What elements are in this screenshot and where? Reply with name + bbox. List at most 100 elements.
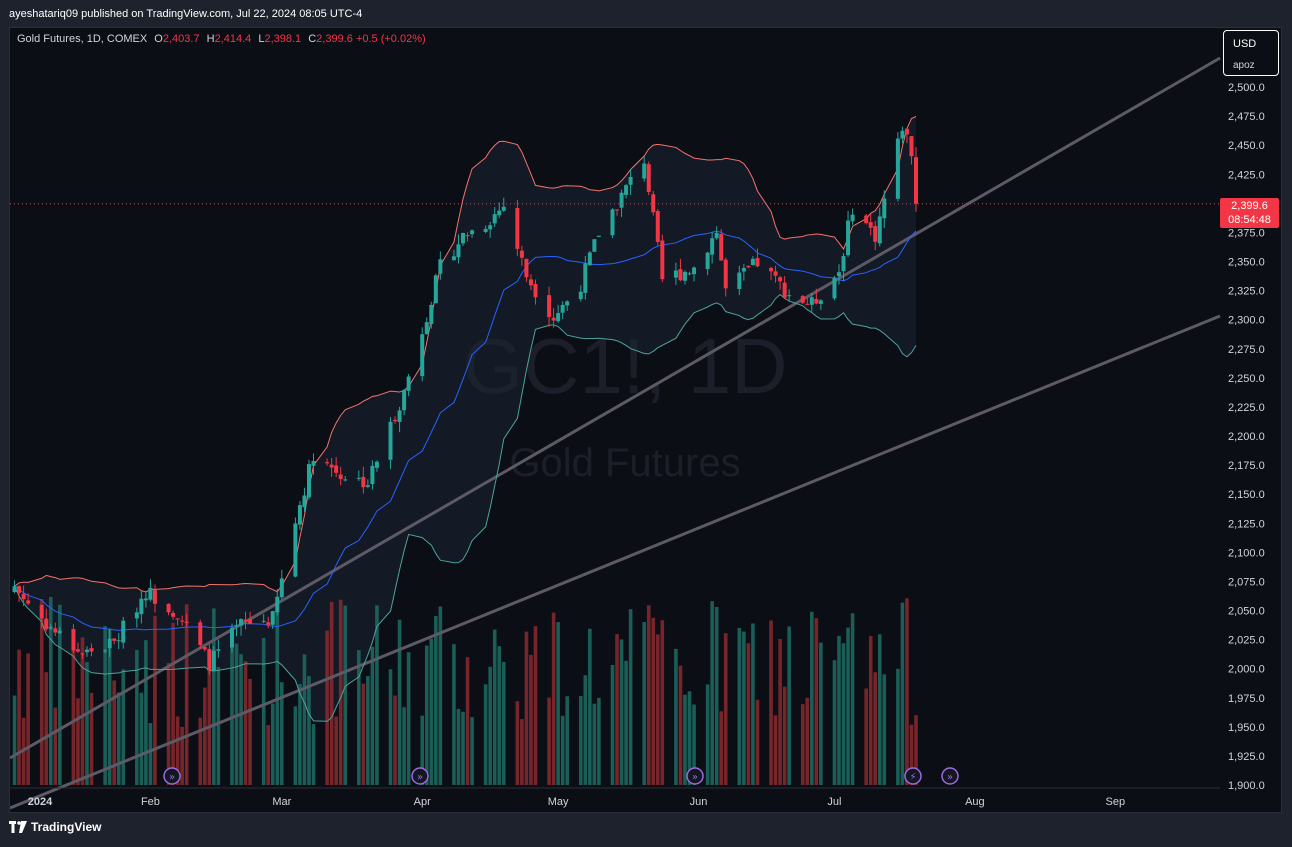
volume-bar (48, 596, 53, 785)
candle-body (547, 295, 552, 318)
forward-event-icon[interactable] (411, 767, 429, 785)
volume-bar (592, 703, 597, 785)
tradingview-footer[interactable]: TradingView (9, 820, 101, 834)
candle-body (737, 272, 742, 290)
volume-bar (334, 716, 338, 785)
forward-event-icon-glyph: » (947, 772, 953, 783)
volume-bar (357, 650, 361, 785)
volume-bar (116, 692, 121, 785)
volume-bar (683, 694, 687, 785)
candle-body (682, 271, 687, 281)
low-value: 2,398.1 (264, 33, 302, 45)
candle-body (361, 476, 366, 488)
volume-bar (270, 703, 275, 785)
volume-bar (434, 616, 438, 785)
candle-body (261, 620, 266, 622)
volume-bar (393, 695, 397, 785)
volume-bar (234, 643, 239, 785)
lightning-event-icon[interactable] (904, 767, 922, 785)
volume-bar (710, 601, 714, 785)
volume-bar (714, 606, 719, 785)
forward-event-icon[interactable] (686, 767, 704, 785)
volume-bar (642, 621, 646, 785)
candle-body (610, 209, 615, 236)
trendline-upper (10, 56, 1221, 760)
candle-body (723, 259, 728, 289)
volume-bar (524, 631, 529, 785)
candle-body (39, 605, 44, 619)
candle-body (714, 232, 719, 239)
open-value: 2,403.7 (162, 33, 200, 45)
volume-bar (388, 669, 393, 785)
candle-body (895, 138, 900, 199)
price-tick-label: 2,425.0 (1228, 169, 1265, 181)
candle-body (17, 586, 22, 593)
chart-pane[interactable]: GC1!, 1D Gold Futures 2,500.0 2,475.0 2,450.… (9, 27, 1282, 813)
volume-bar (687, 691, 692, 785)
volume-bar (551, 612, 556, 785)
candle-body (519, 250, 524, 258)
time-tick-label: Mar (272, 796, 291, 808)
candle-body (424, 322, 429, 335)
volume-bar (420, 715, 425, 785)
candle-body (741, 268, 746, 272)
candle-body (497, 210, 502, 216)
candle-body (26, 600, 31, 604)
volume-bar (737, 628, 742, 785)
price-tick-label: 2,200.0 (1228, 431, 1265, 443)
candle-body (488, 225, 493, 230)
volume-bar (39, 599, 44, 785)
price-tick-label: 2,150.0 (1228, 489, 1265, 501)
forward-event-icon[interactable] (163, 767, 181, 785)
volume-bar (773, 715, 778, 785)
candle-body (356, 477, 361, 479)
candle-body (615, 209, 620, 211)
trendline-lower (10, 314, 1221, 810)
volume-bar (819, 642, 823, 785)
candle-body (297, 505, 302, 525)
candle-body (44, 618, 49, 630)
candle-body (293, 523, 298, 577)
price-tick-label: 1,925.0 (1228, 751, 1265, 763)
candle-body (642, 163, 647, 179)
candle-body (420, 334, 425, 377)
symbol-title[interactable]: Gold Futures, 1D, COMEX (17, 33, 148, 45)
volume-bar (329, 601, 334, 785)
open-label: O (154, 33, 163, 45)
candle-body (470, 230, 475, 235)
price-tick-label: 2,500.0 (1228, 82, 1265, 94)
time-tick-label: May (548, 796, 569, 808)
currency-unit-selector[interactable]: USD apoz (1223, 30, 1279, 76)
volume-bar (877, 634, 882, 785)
volume-bar (751, 623, 755, 785)
high-label: H (206, 33, 215, 45)
volume-bar (325, 630, 329, 785)
candle-body (836, 272, 841, 277)
volume-bar (76, 698, 80, 785)
candle-body (628, 177, 633, 185)
candle-body (207, 649, 212, 671)
volume-bar (406, 652, 411, 785)
candle-body (266, 622, 271, 625)
candle-body (850, 214, 855, 222)
candle-body (624, 185, 629, 195)
volume-bar (80, 637, 85, 785)
volume-bar (810, 611, 814, 785)
candle-body (710, 238, 715, 255)
candle-body (515, 208, 520, 249)
volume-bar (556, 622, 560, 785)
volume-bar (655, 634, 660, 785)
volume-bar (212, 608, 216, 785)
candle-body (483, 228, 488, 232)
candle-body (556, 313, 561, 322)
forward-event-icon[interactable] (941, 767, 959, 785)
volume-bar (103, 626, 107, 785)
candle-body (782, 282, 787, 298)
volume-bar (202, 687, 207, 785)
candle-body (873, 226, 878, 242)
volume-bar (533, 626, 538, 785)
candle-body (234, 625, 239, 627)
volume-bar (456, 708, 461, 785)
candle-body (596, 235, 601, 237)
